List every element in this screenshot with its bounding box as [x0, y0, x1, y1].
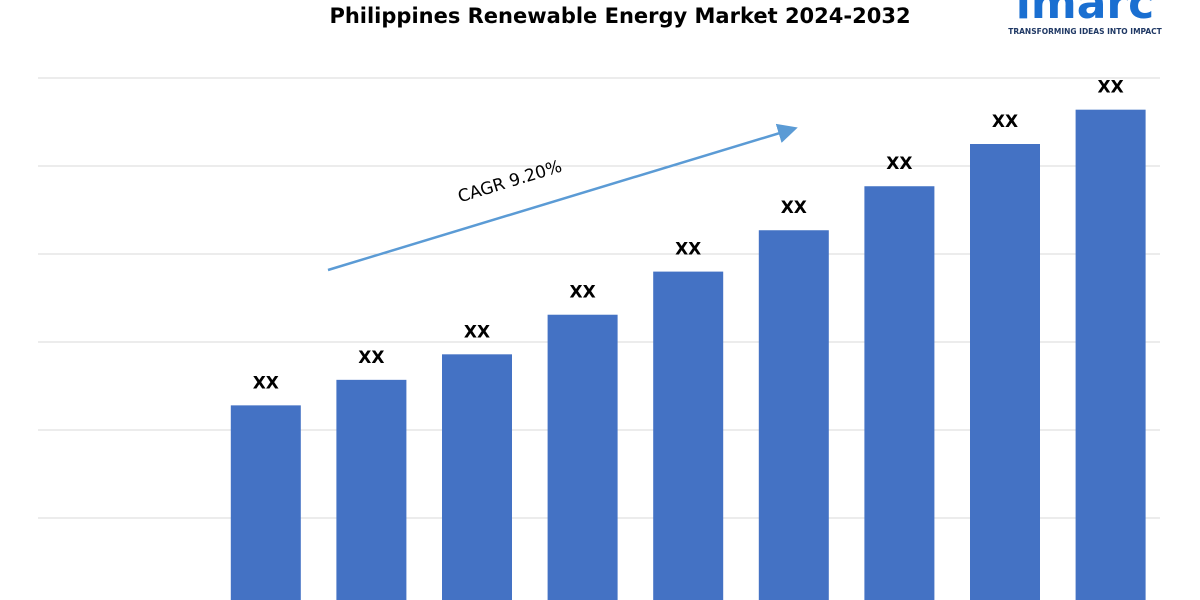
value-label: XX [886, 154, 912, 174]
bar [653, 271, 724, 600]
bar [970, 144, 1040, 600]
cagr-label: CAGR 9.20% [456, 157, 565, 208]
bar [336, 379, 407, 600]
bar [547, 314, 618, 600]
value-label: XX [675, 240, 701, 260]
value-label: XX [253, 373, 279, 393]
bar [758, 230, 829, 600]
cagr-arrow [327, 123, 798, 272]
value-label: XX [781, 198, 807, 218]
bar [442, 354, 512, 600]
value-label: XX [464, 322, 490, 342]
value-label: XX [992, 112, 1018, 132]
bar [864, 186, 935, 600]
value-label: XX [358, 348, 384, 368]
chart-title: Philippines Renewable Energy Market 2024… [329, 4, 910, 28]
value-label: XX [569, 283, 595, 303]
logo-name: imarc [1016, 0, 1154, 29]
logo-tagline: TRANSFORMING IDEAS INTO IMPACT [1008, 27, 1162, 36]
bar [1075, 109, 1146, 600]
bar [230, 405, 301, 600]
value-label: XX [1097, 78, 1123, 98]
